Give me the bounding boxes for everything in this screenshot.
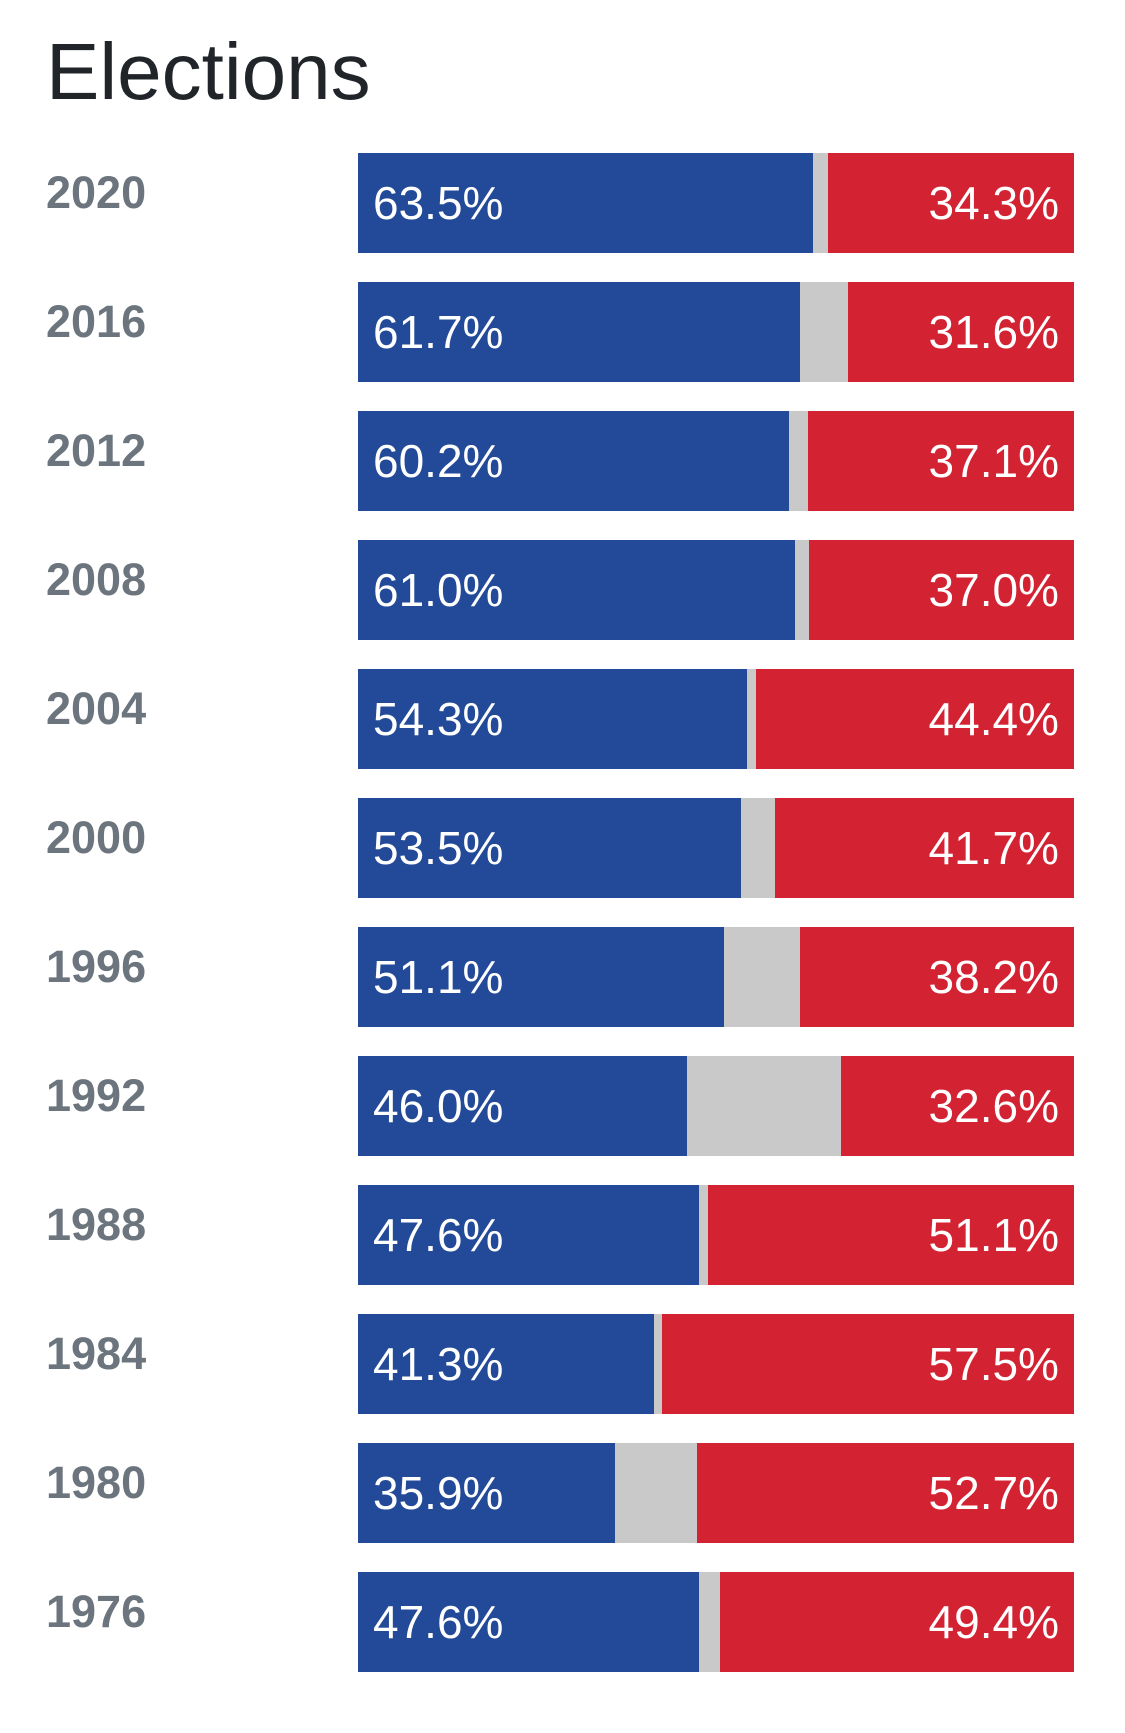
rep-bar-segment: 38.2% bbox=[800, 927, 1074, 1027]
dem-bar-segment: 51.1% bbox=[358, 927, 724, 1027]
year-label: 1976 bbox=[46, 1586, 147, 1637]
dem-bar-segment: 54.3% bbox=[358, 669, 747, 769]
other-bar-segment bbox=[799, 282, 848, 382]
dem-bar-segment: 61.7% bbox=[358, 282, 800, 382]
elections-chart: 2020 63.5% 34.3% 2016 61.7% 31.6% 2012 60.2% 37.… bbox=[0, 153, 1125, 1701]
year-label: 1980 bbox=[46, 1457, 147, 1508]
dem-value-label: 63.5% bbox=[373, 177, 504, 229]
election-row: 2016 61.7% 31.6% bbox=[0, 282, 1125, 382]
rep-bar-segment: 41.7% bbox=[775, 798, 1074, 898]
other-bar-segment bbox=[789, 411, 809, 511]
dem-value-label: 51.1% bbox=[373, 951, 504, 1003]
dem-value-label: 61.0% bbox=[373, 564, 504, 616]
dem-value-label: 47.6% bbox=[373, 1596, 504, 1648]
rep-bar-segment: 44.4% bbox=[756, 669, 1074, 769]
year-label: 2008 bbox=[46, 554, 147, 605]
year-label: 2004 bbox=[46, 683, 147, 734]
year-label: 2012 bbox=[46, 425, 147, 476]
dem-bar-segment: 60.2% bbox=[358, 411, 790, 511]
page-title: Elections bbox=[46, 27, 371, 116]
other-bar-segment bbox=[615, 1443, 697, 1543]
vote-share-bar: 47.6% 49.4% bbox=[358, 1572, 1074, 1672]
vote-share-bar: 35.9% 52.7% bbox=[358, 1443, 1074, 1543]
election-row: 1996 51.1% 38.2% bbox=[0, 927, 1125, 1027]
rep-value-label: 37.0% bbox=[928, 564, 1059, 616]
election-row: 1980 35.9% 52.7% bbox=[0, 1443, 1125, 1543]
rep-value-label: 37.1% bbox=[928, 435, 1059, 487]
election-row: 2020 63.5% 34.3% bbox=[0, 153, 1125, 253]
dem-value-label: 53.5% bbox=[373, 822, 504, 874]
dem-bar-segment: 35.9% bbox=[358, 1443, 616, 1543]
dem-bar-segment: 53.5% bbox=[358, 798, 742, 898]
dem-bar-segment: 46.0% bbox=[358, 1056, 688, 1156]
dem-value-label: 47.6% bbox=[373, 1209, 504, 1261]
year-label: 2016 bbox=[46, 296, 147, 347]
vote-share-bar: 61.0% 37.0% bbox=[358, 540, 1074, 640]
other-bar-segment bbox=[687, 1056, 841, 1156]
dem-bar-segment: 61.0% bbox=[358, 540, 795, 640]
dem-value-label: 35.9% bbox=[373, 1467, 504, 1519]
rep-bar-segment: 34.3% bbox=[828, 153, 1074, 253]
year-label: 1992 bbox=[46, 1070, 147, 1121]
vote-share-bar: 46.0% 32.6% bbox=[358, 1056, 1074, 1156]
vote-share-bar: 63.5% 34.3% bbox=[358, 153, 1074, 253]
other-bar-segment bbox=[653, 1314, 663, 1414]
rep-value-label: 38.2% bbox=[928, 951, 1059, 1003]
other-bar-segment bbox=[741, 798, 776, 898]
other-bar-segment bbox=[698, 1185, 709, 1285]
rep-value-label: 31.6% bbox=[928, 306, 1059, 358]
rep-value-label: 57.5% bbox=[928, 1338, 1059, 1390]
year-label: 1984 bbox=[46, 1328, 147, 1379]
other-bar-segment bbox=[723, 927, 801, 1027]
dem-bar-segment: 63.5% bbox=[358, 153, 813, 253]
vote-share-bar: 60.2% 37.1% bbox=[358, 411, 1074, 511]
dem-bar-segment: 41.3% bbox=[358, 1314, 654, 1414]
election-row: 2000 53.5% 41.7% bbox=[0, 798, 1125, 898]
vote-share-bar: 61.7% 31.6% bbox=[358, 282, 1074, 382]
other-bar-segment bbox=[746, 669, 757, 769]
rep-bar-segment: 57.5% bbox=[662, 1314, 1074, 1414]
rep-value-label: 44.4% bbox=[928, 693, 1059, 745]
year-label: 1988 bbox=[46, 1199, 147, 1250]
dem-value-label: 41.3% bbox=[373, 1338, 504, 1390]
election-row: 1984 41.3% 57.5% bbox=[0, 1314, 1125, 1414]
year-label: 2000 bbox=[46, 812, 147, 863]
election-row: 1988 47.6% 51.1% bbox=[0, 1185, 1125, 1285]
vote-share-bar: 41.3% 57.5% bbox=[358, 1314, 1074, 1414]
dem-value-label: 60.2% bbox=[373, 435, 504, 487]
election-row: 2004 54.3% 44.4% bbox=[0, 669, 1125, 769]
dem-value-label: 54.3% bbox=[373, 693, 504, 745]
vote-share-bar: 54.3% 44.4% bbox=[358, 669, 1074, 769]
rep-value-label: 41.7% bbox=[928, 822, 1059, 874]
rep-value-label: 52.7% bbox=[928, 1467, 1059, 1519]
rep-bar-segment: 51.1% bbox=[708, 1185, 1074, 1285]
vote-share-bar: 47.6% 51.1% bbox=[358, 1185, 1074, 1285]
dem-bar-segment: 47.6% bbox=[358, 1572, 699, 1672]
rep-value-label: 49.4% bbox=[928, 1596, 1059, 1648]
rep-bar-segment: 52.7% bbox=[696, 1443, 1074, 1543]
year-label: 1996 bbox=[46, 941, 147, 992]
rep-bar-segment: 37.1% bbox=[808, 411, 1074, 511]
rep-bar-segment: 37.0% bbox=[809, 540, 1074, 640]
dem-bar-segment: 47.6% bbox=[358, 1185, 699, 1285]
rep-bar-segment: 32.6% bbox=[840, 1056, 1074, 1156]
election-row: 1992 46.0% 32.6% bbox=[0, 1056, 1125, 1156]
rep-value-label: 34.3% bbox=[928, 177, 1059, 229]
dem-value-label: 46.0% bbox=[373, 1080, 504, 1132]
vote-share-bar: 51.1% 38.2% bbox=[358, 927, 1074, 1027]
dem-value-label: 61.7% bbox=[373, 306, 504, 358]
other-bar-segment bbox=[794, 540, 810, 640]
other-bar-segment bbox=[698, 1572, 721, 1672]
year-label: 2020 bbox=[46, 167, 147, 218]
rep-value-label: 32.6% bbox=[928, 1080, 1059, 1132]
vote-share-bar: 53.5% 41.7% bbox=[358, 798, 1074, 898]
election-row: 2008 61.0% 37.0% bbox=[0, 540, 1125, 640]
election-row: 2012 60.2% 37.1% bbox=[0, 411, 1125, 511]
other-bar-segment bbox=[812, 153, 829, 253]
rep-value-label: 51.1% bbox=[928, 1209, 1059, 1261]
rep-bar-segment: 49.4% bbox=[720, 1572, 1074, 1672]
election-row: 1976 47.6% 49.4% bbox=[0, 1572, 1125, 1672]
rep-bar-segment: 31.6% bbox=[847, 282, 1074, 382]
